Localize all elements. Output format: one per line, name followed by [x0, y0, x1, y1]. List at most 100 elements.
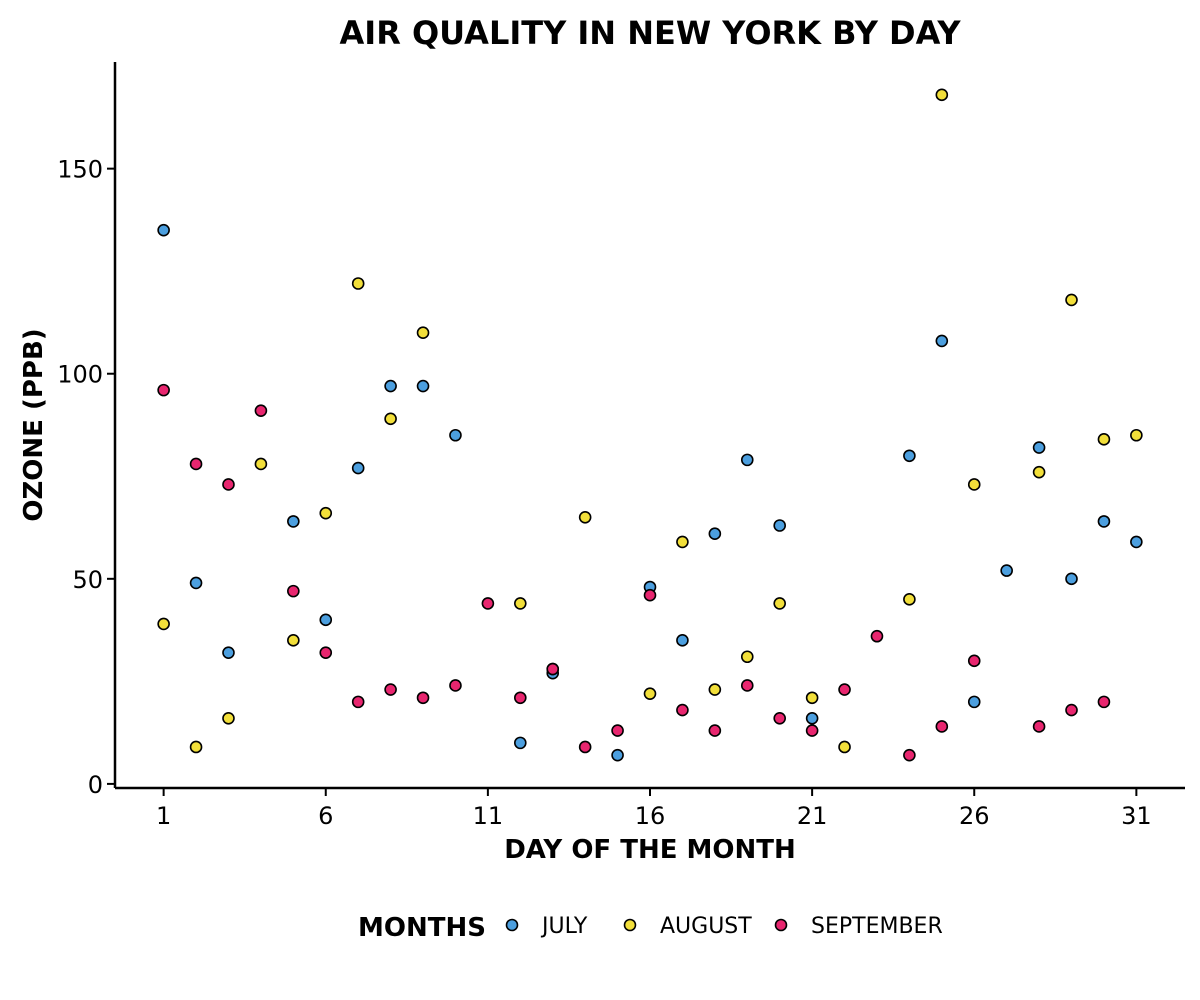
x-tick-label: 21 [797, 802, 828, 830]
point-august [189, 740, 203, 754]
point-september [546, 662, 560, 676]
point-september [708, 724, 722, 737]
point-september [514, 691, 527, 705]
point-september [903, 748, 916, 762]
y-tick-label: 150 [57, 156, 103, 184]
point-july [351, 461, 365, 475]
point-july [449, 428, 462, 442]
point-july [903, 449, 916, 463]
point-august [740, 650, 754, 664]
point-september [481, 597, 495, 610]
legend-label-august: AUGUST [660, 914, 752, 939]
point-july [287, 515, 300, 528]
point-september [1097, 695, 1111, 709]
point-july [384, 379, 397, 393]
point-july [319, 613, 333, 627]
point-august [514, 597, 527, 610]
point-september [1065, 703, 1078, 717]
point-september [935, 720, 949, 733]
point-september [1032, 720, 1046, 733]
point-august [643, 687, 657, 700]
point-september [189, 457, 203, 471]
point-august [416, 326, 430, 340]
point-july [189, 576, 203, 590]
point-september [157, 383, 170, 397]
point-august [1032, 465, 1046, 479]
point-august [1097, 433, 1111, 446]
x-tick-label: 1 [156, 802, 171, 830]
point-august [222, 711, 235, 725]
point-july [1000, 564, 1013, 577]
point-july [935, 334, 949, 348]
point-july [1032, 441, 1046, 454]
point-july [1065, 572, 1078, 586]
point-july [708, 527, 722, 540]
point-july [514, 736, 527, 750]
point-august [1130, 428, 1143, 442]
point-september [676, 703, 689, 717]
point-september [967, 654, 981, 668]
point-august [578, 510, 592, 524]
legend-items: JULY AUGUST SEPTEMBER [505, 914, 943, 939]
x-tick-label: 16 [635, 802, 666, 830]
x-tick-label: 31 [1121, 802, 1152, 830]
point-july [967, 695, 981, 709]
legend-key-july [505, 918, 519, 932]
point-august [157, 617, 170, 631]
point-july [1097, 515, 1111, 528]
point-august [838, 740, 851, 754]
point-august [805, 691, 819, 705]
point-august [708, 683, 722, 696]
chart-title: AIR QUALITY IN NEW YORK BY DAY [340, 14, 962, 52]
point-september [643, 588, 657, 602]
point-august [1065, 293, 1078, 307]
legend-key-august [623, 918, 637, 932]
point-july [740, 453, 754, 467]
point-august [319, 506, 333, 520]
point-september [838, 683, 851, 696]
x-tick-label: 11 [473, 802, 504, 830]
axes [113, 62, 1185, 790]
point-september [384, 683, 397, 696]
y-tick-label: 0 [88, 771, 103, 799]
point-august [676, 535, 689, 549]
point-september [222, 478, 235, 491]
legend-key-september [774, 918, 788, 932]
x-tick-label: 6 [318, 802, 333, 830]
point-august [254, 457, 268, 471]
y-axis-label: OZONE (PPB) [19, 328, 49, 521]
point-september [416, 691, 430, 705]
point-july [773, 519, 786, 532]
point-september [740, 679, 754, 692]
x-axis-label: DAY OF THE MONTH [504, 835, 796, 865]
point-september [449, 679, 462, 692]
point-september [351, 695, 365, 709]
legend: MONTHS JULY AUGUST SEPTEMBER [358, 913, 943, 943]
y-tick-label: 100 [57, 361, 103, 389]
x-tick-label: 26 [959, 802, 990, 830]
y-tick-label: 50 [72, 566, 103, 594]
point-august [384, 412, 397, 426]
legend-title: MONTHS [358, 913, 486, 943]
point-august [351, 277, 365, 290]
point-september [805, 724, 819, 737]
point-september [287, 584, 300, 598]
y-ticks: 0 50 100 150 [57, 156, 115, 799]
point-september [578, 740, 592, 754]
point-september [870, 629, 884, 643]
point-july [157, 223, 170, 237]
point-september [773, 711, 786, 725]
point-july [676, 634, 689, 647]
point-july [611, 748, 624, 762]
point-august [967, 478, 981, 491]
x-ticks: 1 6 11 16 21 26 31 [156, 788, 1152, 830]
point-july [222, 646, 235, 659]
point-july [416, 379, 430, 393]
point-august [773, 597, 786, 610]
point-september [611, 724, 624, 737]
point-september [319, 646, 333, 659]
point-july [805, 711, 819, 725]
point-august [903, 593, 916, 606]
